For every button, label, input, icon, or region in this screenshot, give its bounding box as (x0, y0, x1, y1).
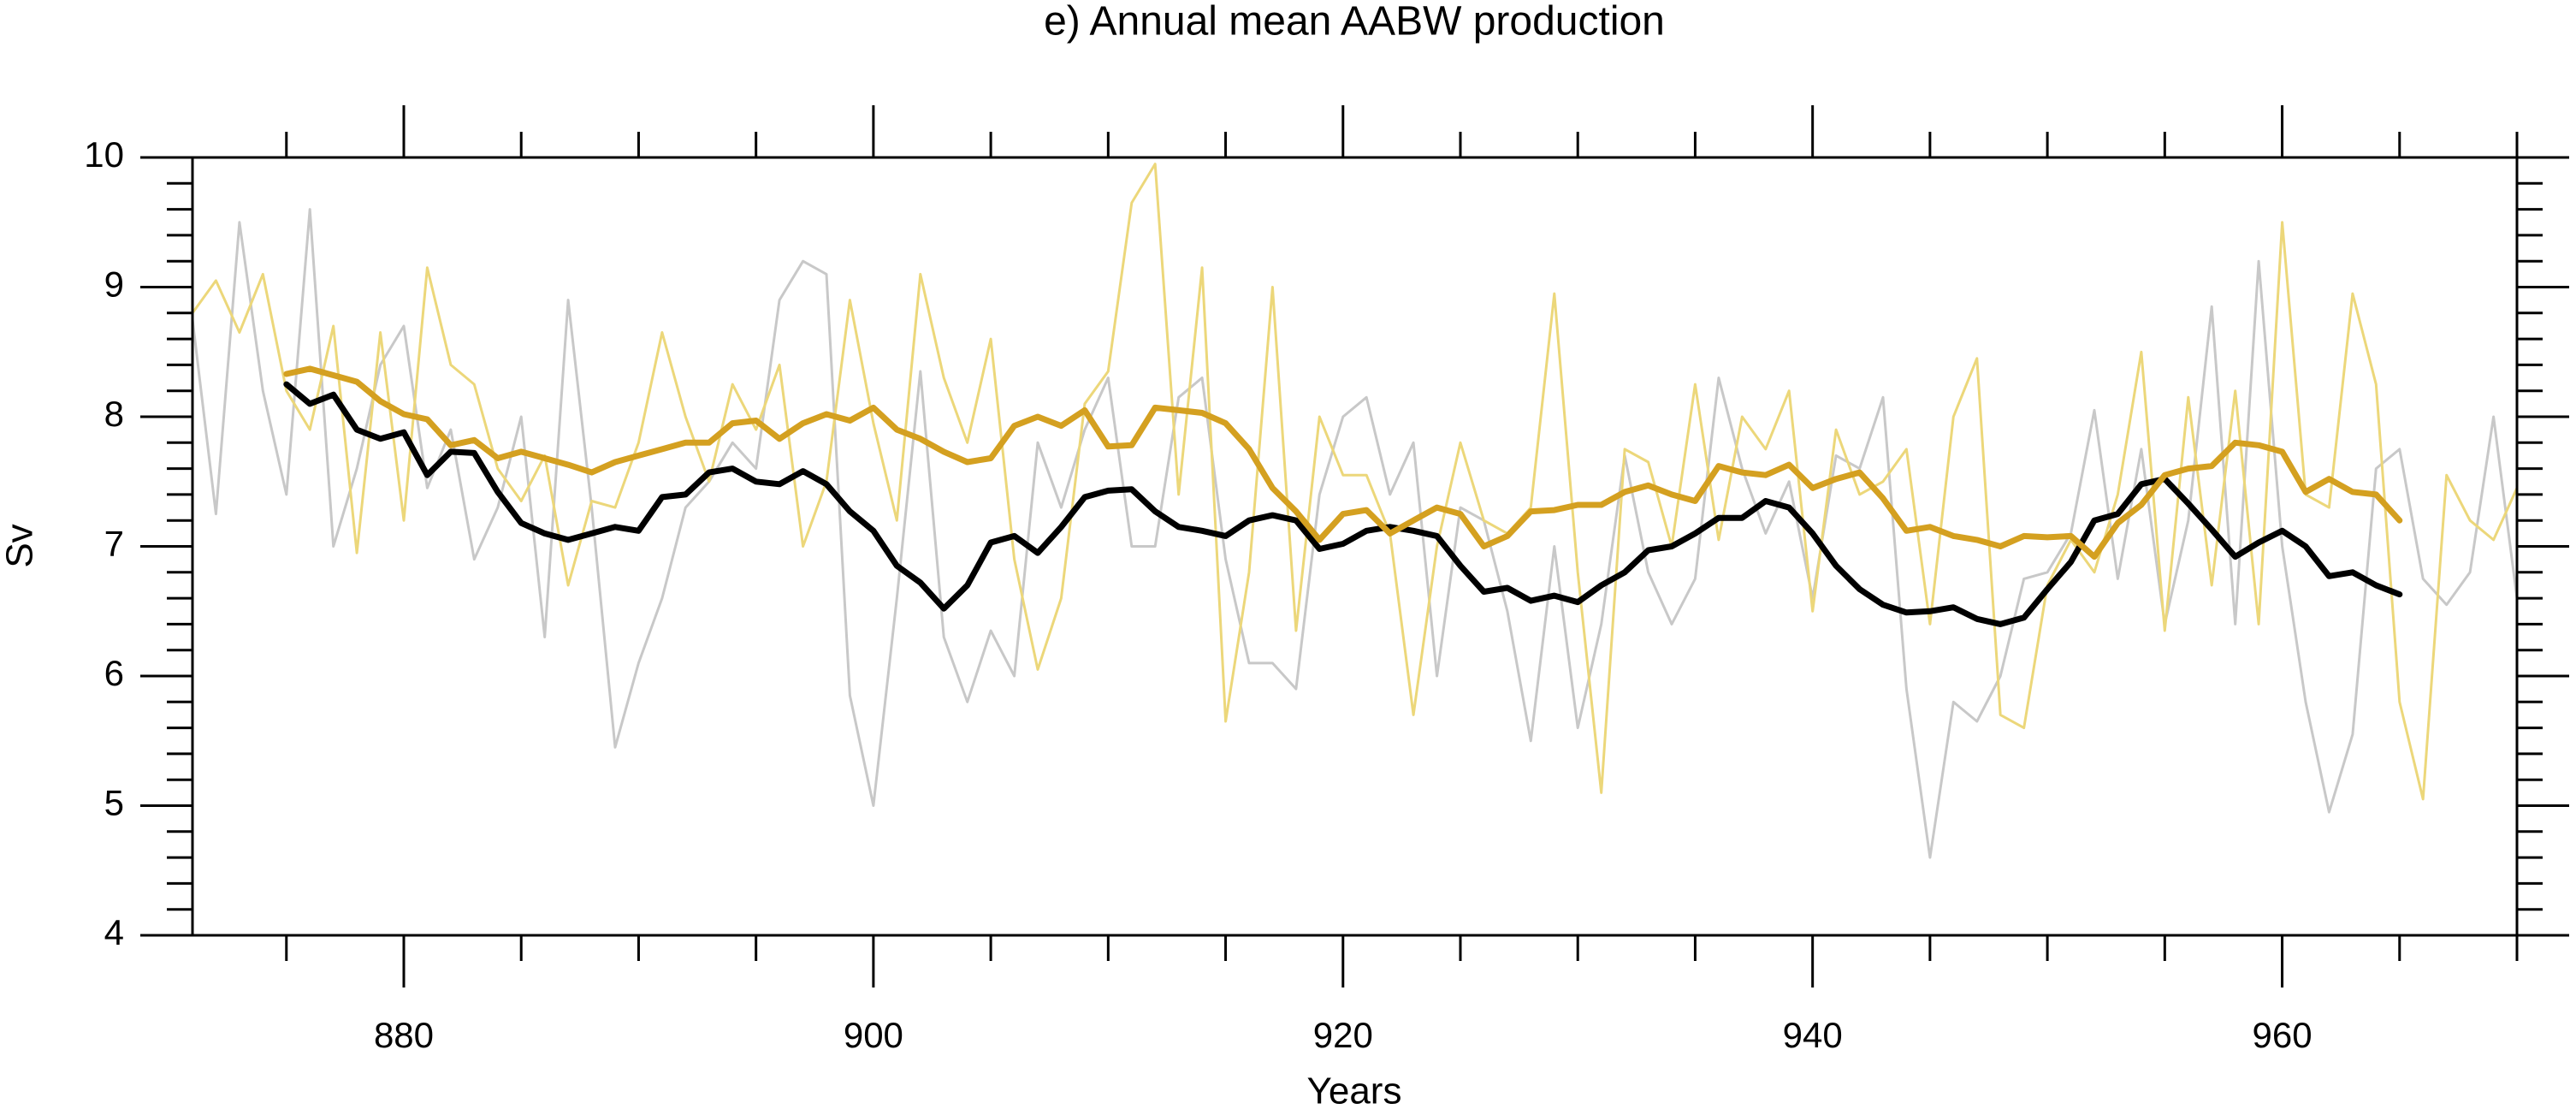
y-axis-title: Sv (0, 524, 41, 567)
x-tick-label: 900 (844, 1015, 903, 1055)
y-tick-label: 9 (104, 264, 124, 305)
line-series (283, 381, 2403, 627)
y-tick-label: 7 (104, 524, 124, 564)
x-tick-label: 940 (1783, 1015, 1843, 1055)
x-tick-label: 880 (374, 1015, 434, 1055)
y-tick-label: 6 (104, 653, 124, 693)
y-tick-label: 4 (104, 912, 124, 952)
line-series (283, 365, 2403, 560)
chart-title: e) Annual mean AABW production (1044, 0, 1665, 44)
x-axis-title: Years (1307, 1071, 1402, 1112)
y-tick-label: 5 (104, 783, 124, 823)
plot-frame (191, 156, 2519, 937)
y-tick-label: 10 (84, 134, 124, 175)
y-tick-label: 8 (104, 394, 124, 434)
line-series (191, 163, 2519, 801)
x-tick-label: 920 (1313, 1015, 1373, 1055)
x-tick-label: 960 (2253, 1015, 2312, 1055)
